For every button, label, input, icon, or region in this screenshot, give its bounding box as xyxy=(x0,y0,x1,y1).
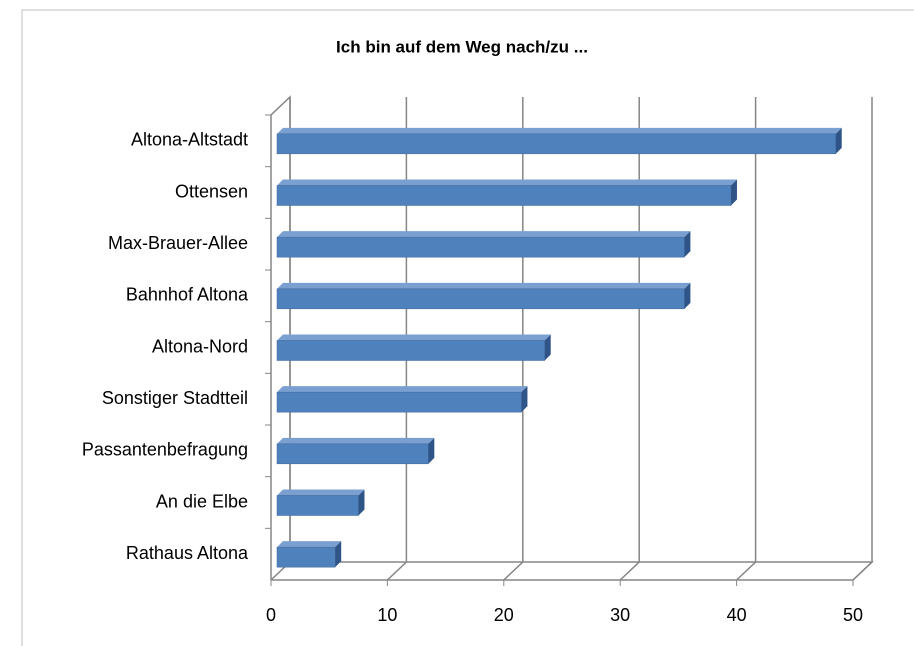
x-tick-label: 40 xyxy=(727,605,747,625)
bar xyxy=(276,282,691,310)
bar-face xyxy=(276,236,685,258)
y-tick-label: Altona-Nord xyxy=(152,336,248,356)
y-tick-label: Passantenbefragung xyxy=(82,440,248,460)
bar xyxy=(276,334,551,361)
bar-face xyxy=(684,231,691,258)
y-tick-label: An die Elbe xyxy=(156,491,248,511)
bar-face xyxy=(835,127,842,154)
bar-face xyxy=(277,231,691,238)
bar-face xyxy=(277,541,342,548)
bar-face xyxy=(684,282,691,309)
bar-face xyxy=(276,340,545,361)
bar-face xyxy=(521,386,528,413)
chart-frame xyxy=(21,9,914,646)
bar-face xyxy=(276,133,836,155)
bar-face xyxy=(277,437,435,444)
bar xyxy=(276,231,691,258)
bar xyxy=(276,541,342,568)
bar-face xyxy=(276,185,732,206)
bar xyxy=(276,179,737,206)
bar-face xyxy=(544,334,551,361)
bar-face xyxy=(277,489,365,496)
y-tick-label: Bahnhof Altona xyxy=(126,285,249,305)
bar-face xyxy=(730,179,737,206)
bar xyxy=(276,386,528,413)
y-tick-label: Ottensen xyxy=(175,181,248,201)
y-tick-label: Max-Brauer-Allee xyxy=(108,233,248,253)
chart-title: Ich bin auf dem Weg nach/zu ... xyxy=(336,37,588,56)
bar-face xyxy=(277,334,551,341)
bar-face xyxy=(428,437,435,464)
bar-face xyxy=(335,541,342,568)
y-tick-label: Rathaus Altona xyxy=(126,543,249,563)
bar xyxy=(276,489,365,516)
grid-line xyxy=(852,97,873,581)
bar-face xyxy=(276,288,685,310)
bar-face xyxy=(277,282,691,289)
bar-face xyxy=(277,386,528,393)
x-tick-label: 0 xyxy=(266,605,276,625)
grid-line xyxy=(736,97,757,581)
bar-face xyxy=(276,546,336,568)
bar-face xyxy=(276,391,522,413)
bar-face xyxy=(276,443,429,465)
x-tick-label: 30 xyxy=(610,605,630,625)
x-tick-label: 10 xyxy=(377,605,397,625)
x-tick-label: 20 xyxy=(494,605,514,625)
x-tick-label: 50 xyxy=(843,605,863,625)
bar-face xyxy=(277,179,737,186)
bar-face xyxy=(277,127,842,134)
bar xyxy=(276,437,435,465)
bar xyxy=(276,127,842,155)
bar-face xyxy=(276,495,359,516)
y-tick-label: Altona-Altstadt xyxy=(131,130,248,150)
bar-face xyxy=(358,489,365,516)
y-tick-label: Sonstiger Stadtteil xyxy=(102,388,248,408)
